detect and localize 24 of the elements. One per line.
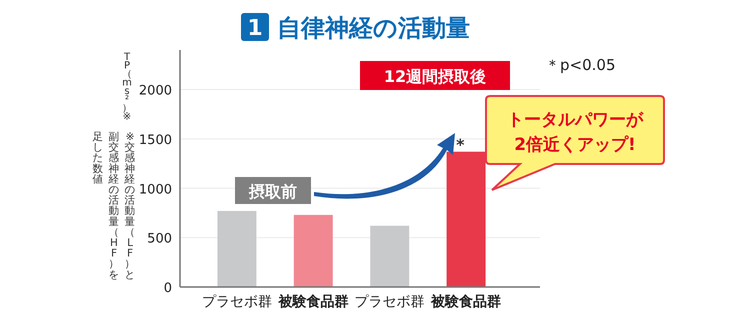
y-tick-label: 1500 bbox=[138, 132, 172, 148]
chart-title: 自律神経の活動量 bbox=[277, 14, 470, 42]
annotation: * bbox=[456, 136, 466, 155]
text: 副交感神経の活動量（HF）を bbox=[108, 131, 120, 281]
bar bbox=[217, 210, 256, 287]
x-tick-label: プラセボ群 bbox=[354, 294, 425, 310]
annotation: 摂取前 bbox=[248, 182, 297, 201]
text: ＊p<0.05 bbox=[545, 56, 616, 74]
y-tick-label: 2000 bbox=[138, 84, 172, 98]
x-tick-label: 被験食品群 bbox=[430, 293, 502, 310]
text: ※交感神経の活動量（LF）と bbox=[124, 131, 136, 281]
annotation: 12週間摂取後 bbox=[384, 67, 486, 86]
bar bbox=[294, 214, 333, 287]
x-tick-label: プラセボ群 bbox=[202, 294, 272, 310]
annotation: トータルパワーが 2倍近くアップ! bbox=[507, 110, 644, 155]
text: 足した数値 bbox=[92, 131, 104, 186]
bar bbox=[370, 226, 410, 287]
bar bbox=[446, 152, 486, 287]
x-tick-label: 被験食品群 bbox=[277, 293, 348, 310]
y-tick-label: 1000 bbox=[138, 182, 172, 198]
y-tick-label: 0 bbox=[164, 281, 172, 296]
y-axis-title: TP（ms²）※ bbox=[122, 52, 132, 122]
y-tick-label: 500 bbox=[147, 232, 172, 247]
number-badge: 1 bbox=[241, 13, 269, 41]
